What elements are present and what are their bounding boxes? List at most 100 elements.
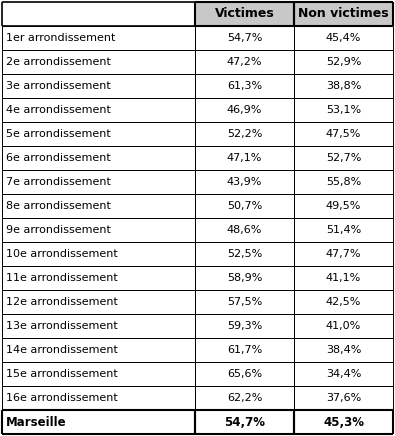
- Bar: [2, 410, 195, 434]
- Text: 47,1%: 47,1%: [227, 153, 262, 163]
- Bar: [195, 338, 294, 362]
- Bar: [2, 50, 195, 74]
- Bar: [2, 266, 195, 290]
- Bar: [2, 242, 195, 266]
- Text: 55,8%: 55,8%: [326, 177, 361, 187]
- Text: 14e arrondissement: 14e arrondissement: [6, 345, 118, 355]
- Bar: [2, 194, 195, 218]
- Text: Marseille: Marseille: [6, 416, 67, 429]
- Text: 37,6%: 37,6%: [326, 393, 361, 403]
- Bar: [195, 194, 294, 218]
- Text: 61,7%: 61,7%: [227, 345, 262, 355]
- Text: 41,1%: 41,1%: [326, 273, 361, 283]
- Bar: [195, 26, 294, 50]
- Bar: [195, 314, 294, 338]
- Text: 43,9%: 43,9%: [227, 177, 262, 187]
- Text: 2e arrondissement: 2e arrondissement: [6, 57, 111, 67]
- Bar: [294, 74, 393, 98]
- Text: 58,9%: 58,9%: [227, 273, 262, 283]
- Text: 13e arrondissement: 13e arrondissement: [6, 321, 118, 331]
- Text: Non victimes: Non victimes: [298, 7, 389, 20]
- Text: 57,5%: 57,5%: [227, 297, 262, 307]
- Bar: [2, 362, 195, 386]
- Bar: [2, 146, 195, 170]
- Text: 54,7%: 54,7%: [224, 416, 265, 429]
- Bar: [294, 50, 393, 74]
- Bar: [195, 170, 294, 194]
- Bar: [2, 338, 195, 362]
- Text: 3e arrondissement: 3e arrondissement: [6, 81, 111, 91]
- Bar: [195, 146, 294, 170]
- Bar: [2, 2, 195, 26]
- Text: 59,3%: 59,3%: [227, 321, 262, 331]
- Text: 45,3%: 45,3%: [323, 416, 364, 429]
- Text: 12e arrondissement: 12e arrondissement: [6, 297, 118, 307]
- Text: 54,7%: 54,7%: [227, 33, 262, 43]
- Bar: [294, 98, 393, 122]
- Bar: [195, 290, 294, 314]
- Bar: [2, 122, 195, 146]
- Bar: [2, 74, 195, 98]
- Bar: [2, 386, 195, 410]
- Text: 38,8%: 38,8%: [326, 81, 361, 91]
- Bar: [294, 338, 393, 362]
- Bar: [195, 98, 294, 122]
- Text: 38,4%: 38,4%: [326, 345, 361, 355]
- Text: 16e arrondissement: 16e arrondissement: [6, 393, 118, 403]
- Text: Victimes: Victimes: [214, 7, 275, 20]
- Bar: [294, 362, 393, 386]
- Bar: [195, 74, 294, 98]
- Bar: [195, 50, 294, 74]
- Bar: [195, 386, 294, 410]
- Text: 61,3%: 61,3%: [227, 81, 262, 91]
- Bar: [294, 386, 393, 410]
- Text: 51,4%: 51,4%: [326, 225, 361, 235]
- Bar: [294, 170, 393, 194]
- Bar: [294, 146, 393, 170]
- Bar: [2, 98, 195, 122]
- Text: 41,0%: 41,0%: [326, 321, 361, 331]
- Bar: [294, 410, 393, 434]
- Text: 11e arrondissement: 11e arrondissement: [6, 273, 118, 283]
- Text: 9e arrondissement: 9e arrondissement: [6, 225, 111, 235]
- Text: 52,2%: 52,2%: [227, 129, 262, 139]
- Text: 1er arrondissement: 1er arrondissement: [6, 33, 115, 43]
- Text: 52,5%: 52,5%: [227, 249, 262, 259]
- Bar: [195, 362, 294, 386]
- Text: 65,6%: 65,6%: [227, 369, 262, 379]
- Text: 47,7%: 47,7%: [326, 249, 361, 259]
- Text: 34,4%: 34,4%: [326, 369, 361, 379]
- Text: 5e arrondissement: 5e arrondissement: [6, 129, 111, 139]
- Text: 47,5%: 47,5%: [326, 129, 361, 139]
- Bar: [2, 290, 195, 314]
- Bar: [195, 218, 294, 242]
- Text: 15e arrondissement: 15e arrondissement: [6, 369, 118, 379]
- Bar: [195, 410, 294, 434]
- Bar: [294, 26, 393, 50]
- Bar: [2, 218, 195, 242]
- Bar: [294, 314, 393, 338]
- Text: 49,5%: 49,5%: [326, 201, 361, 211]
- Bar: [294, 2, 393, 26]
- Bar: [2, 314, 195, 338]
- Bar: [195, 242, 294, 266]
- Text: 8e arrondissement: 8e arrondissement: [6, 201, 111, 211]
- Text: 6e arrondissement: 6e arrondissement: [6, 153, 111, 163]
- Text: 48,6%: 48,6%: [227, 225, 262, 235]
- Bar: [294, 122, 393, 146]
- Text: 47,2%: 47,2%: [227, 57, 262, 67]
- Text: 62,2%: 62,2%: [227, 393, 262, 403]
- Bar: [294, 218, 393, 242]
- Text: 4e arrondissement: 4e arrondissement: [6, 105, 111, 115]
- Bar: [294, 242, 393, 266]
- Text: 50,7%: 50,7%: [227, 201, 262, 211]
- Bar: [2, 170, 195, 194]
- Bar: [195, 2, 294, 26]
- Text: 45,4%: 45,4%: [326, 33, 361, 43]
- Text: 46,9%: 46,9%: [227, 105, 262, 115]
- Text: 53,1%: 53,1%: [326, 105, 361, 115]
- Bar: [195, 266, 294, 290]
- Text: 52,9%: 52,9%: [326, 57, 361, 67]
- Bar: [195, 122, 294, 146]
- Text: 42,5%: 42,5%: [326, 297, 361, 307]
